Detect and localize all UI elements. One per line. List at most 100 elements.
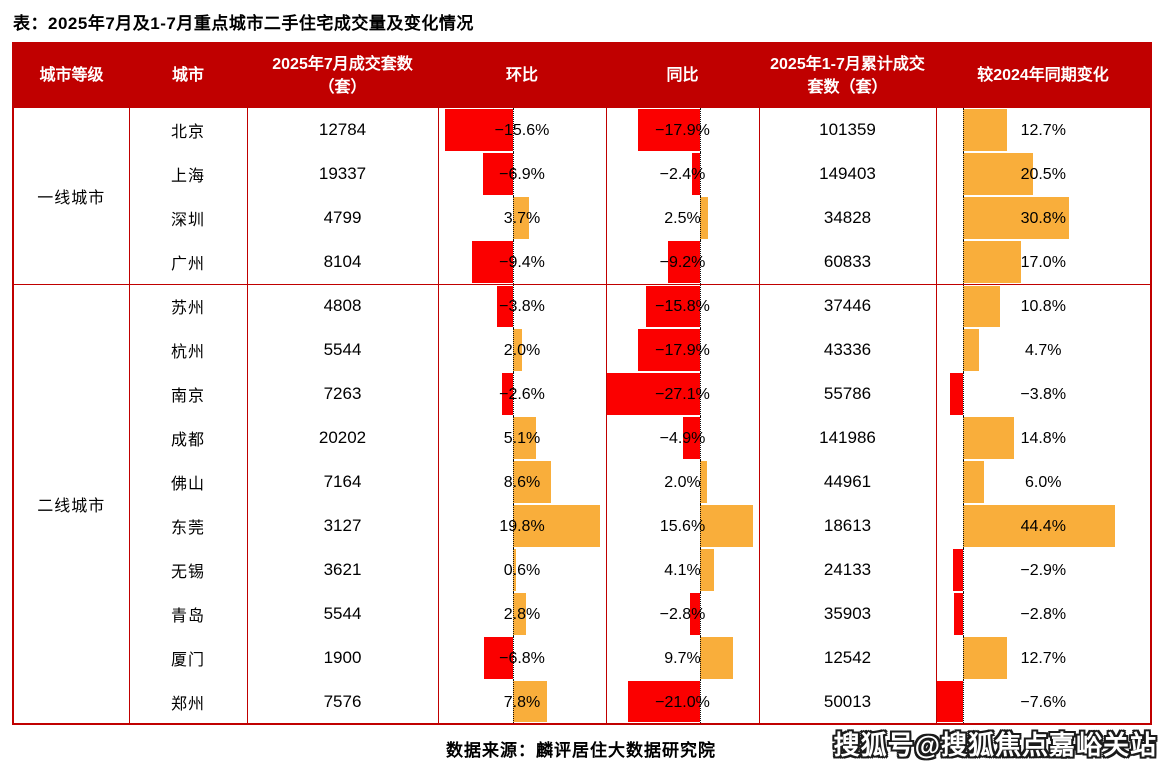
table-row: 深圳 4799 3.7% 2.5% 34828 30.8% bbox=[13, 196, 1152, 240]
jul-sales-cell: 7263 bbox=[246, 372, 439, 416]
data-source: 数据来源：麟评居住大数据研究院 bbox=[446, 741, 716, 760]
mom-bar bbox=[513, 197, 530, 239]
chg-value: 6.0% bbox=[1025, 474, 1062, 491]
table-row: 郑州 7576 7.8% −21.0% 50013 −7.6% bbox=[13, 680, 1152, 724]
chg-bar-cell: 14.8% bbox=[935, 416, 1152, 460]
table-row: 成都 20202 5.1% −4.9% 141986 14.8% bbox=[13, 416, 1152, 460]
axis-line bbox=[699, 504, 701, 548]
table-row: 杭州 5544 2.0% −17.9% 43336 4.7% bbox=[13, 328, 1152, 372]
mom-value: 19.8% bbox=[499, 518, 545, 535]
yoy-value: 2.5% bbox=[664, 210, 701, 227]
axis-line bbox=[963, 416, 965, 460]
axis-line bbox=[513, 196, 515, 240]
yoy-value: 2.0% bbox=[664, 474, 701, 491]
mom-value: 0.6% bbox=[503, 562, 541, 579]
cum-sales-cell: 34828 bbox=[758, 196, 937, 240]
yoy-bar bbox=[690, 593, 700, 635]
mom-value: 2.8% bbox=[503, 606, 541, 623]
cum-sales-cell: 141986 bbox=[758, 416, 937, 460]
axis-line bbox=[699, 108, 701, 152]
mom-bar bbox=[472, 241, 514, 283]
chg-bar-cell: 6.0% bbox=[935, 460, 1152, 504]
axis-line bbox=[699, 196, 701, 240]
chg-bar bbox=[937, 681, 964, 722]
chg-bar bbox=[963, 109, 1007, 151]
cum-sales-cell: 35903 bbox=[758, 592, 937, 636]
axis-line bbox=[963, 152, 965, 196]
mom-value: −15.6% bbox=[494, 122, 550, 139]
yoy-bar bbox=[638, 329, 700, 371]
yoy-bar-cell: −2.4% bbox=[605, 152, 760, 196]
axis-line bbox=[699, 328, 701, 372]
yoy-value: −2.8% bbox=[659, 606, 706, 623]
mom-bar-cell: 7.8% bbox=[437, 680, 607, 724]
table-row: 南京 7263 −2.6% −27.1% 55786 −3.8% bbox=[13, 372, 1152, 416]
axis-line bbox=[699, 240, 701, 284]
axis-line bbox=[699, 548, 701, 592]
axis-line bbox=[963, 240, 965, 284]
city-cell: 广州 bbox=[128, 240, 248, 284]
yoy-bar-cell: 9.7% bbox=[605, 636, 760, 680]
yoy-bar-cell: −15.8% bbox=[605, 283, 760, 328]
cum-sales-cell: 37446 bbox=[758, 283, 937, 328]
axis-line bbox=[963, 285, 965, 328]
chg-bar bbox=[963, 637, 1007, 679]
chg-value: 30.8% bbox=[1020, 210, 1066, 227]
tier-cell: 一线城市 bbox=[12, 108, 130, 284]
axis-line bbox=[513, 680, 515, 723]
chg-bar-cell: 20.5% bbox=[935, 152, 1152, 196]
chg-bar-cell: 4.7% bbox=[935, 328, 1152, 372]
chg-bar bbox=[963, 505, 1116, 547]
mom-value: −6.8% bbox=[499, 650, 545, 667]
mom-bar bbox=[483, 153, 514, 195]
axis-line bbox=[513, 636, 515, 680]
watermark: 搜狐号@搜狐焦点嘉峪关站 bbox=[833, 730, 1157, 760]
header-mom: 环比 bbox=[438, 43, 606, 108]
cum-sales-cell: 55786 bbox=[758, 372, 937, 416]
cum-sales-cell: 24133 bbox=[758, 548, 937, 592]
header-yoy: 同比 bbox=[606, 43, 759, 108]
mom-value: 2.0% bbox=[503, 342, 541, 359]
yoy-bar-cell: −21.0% bbox=[605, 680, 760, 724]
chg-bar bbox=[963, 285, 1001, 327]
jul-sales-cell: 7164 bbox=[246, 460, 439, 504]
chg-bar-cell: 12.7% bbox=[935, 636, 1152, 680]
yoy-bar bbox=[699, 461, 707, 503]
axis-line bbox=[963, 372, 965, 416]
yoy-value: −21.0% bbox=[655, 693, 710, 711]
cum-sales-cell: 50013 bbox=[758, 680, 937, 724]
chg-value: 10.8% bbox=[1020, 298, 1066, 316]
mom-bar-cell: −2.6% bbox=[437, 372, 607, 416]
mom-value: 5.1% bbox=[503, 430, 541, 447]
mom-bar-cell: 19.8% bbox=[437, 504, 607, 548]
mom-bar bbox=[445, 109, 514, 151]
mom-bar-cell: −6.9% bbox=[437, 152, 607, 196]
mom-bar-cell: −6.8% bbox=[437, 636, 607, 680]
jul-sales-cell: 7576 bbox=[246, 680, 439, 724]
chg-bar bbox=[953, 549, 964, 591]
cum-sales-cell: 12542 bbox=[758, 636, 937, 680]
yoy-value: −9.2% bbox=[659, 253, 706, 271]
axis-line bbox=[963, 196, 965, 240]
jul-sales-cell: 8104 bbox=[246, 240, 439, 284]
cum-sales-cell: 60833 bbox=[758, 240, 937, 284]
mom-bar-cell: 2.0% bbox=[437, 328, 607, 372]
yoy-value: −17.9% bbox=[655, 122, 710, 139]
yoy-bar bbox=[683, 417, 700, 459]
housing-data-table: 城市等级 城市 2025年7月成交套数（套） 环比 同比 2025年1-7月累计… bbox=[12, 42, 1152, 725]
axis-line bbox=[963, 592, 965, 636]
mom-bar bbox=[513, 505, 600, 547]
cum-sales-cell: 149403 bbox=[758, 152, 937, 196]
table-row: 东莞 3127 19.8% 15.6% 18613 44.4% bbox=[13, 504, 1152, 548]
mom-bar-cell: −15.6% bbox=[437, 108, 607, 152]
jul-sales-cell: 20202 bbox=[246, 416, 439, 460]
chg-bar-cell: 44.4% bbox=[935, 504, 1152, 548]
axis-line bbox=[513, 592, 515, 636]
table-row: 上海 19337 −6.9% −2.4% 149403 20.5% bbox=[13, 152, 1152, 196]
table-row: 无锡 3621 0.6% 4.1% 24133 −2.9% bbox=[13, 548, 1152, 592]
mom-bar bbox=[513, 681, 548, 722]
yoy-bar bbox=[645, 285, 700, 327]
jul-sales-cell: 3127 bbox=[246, 504, 439, 548]
axis-line bbox=[513, 108, 515, 152]
yoy-value: −4.9% bbox=[659, 430, 706, 447]
